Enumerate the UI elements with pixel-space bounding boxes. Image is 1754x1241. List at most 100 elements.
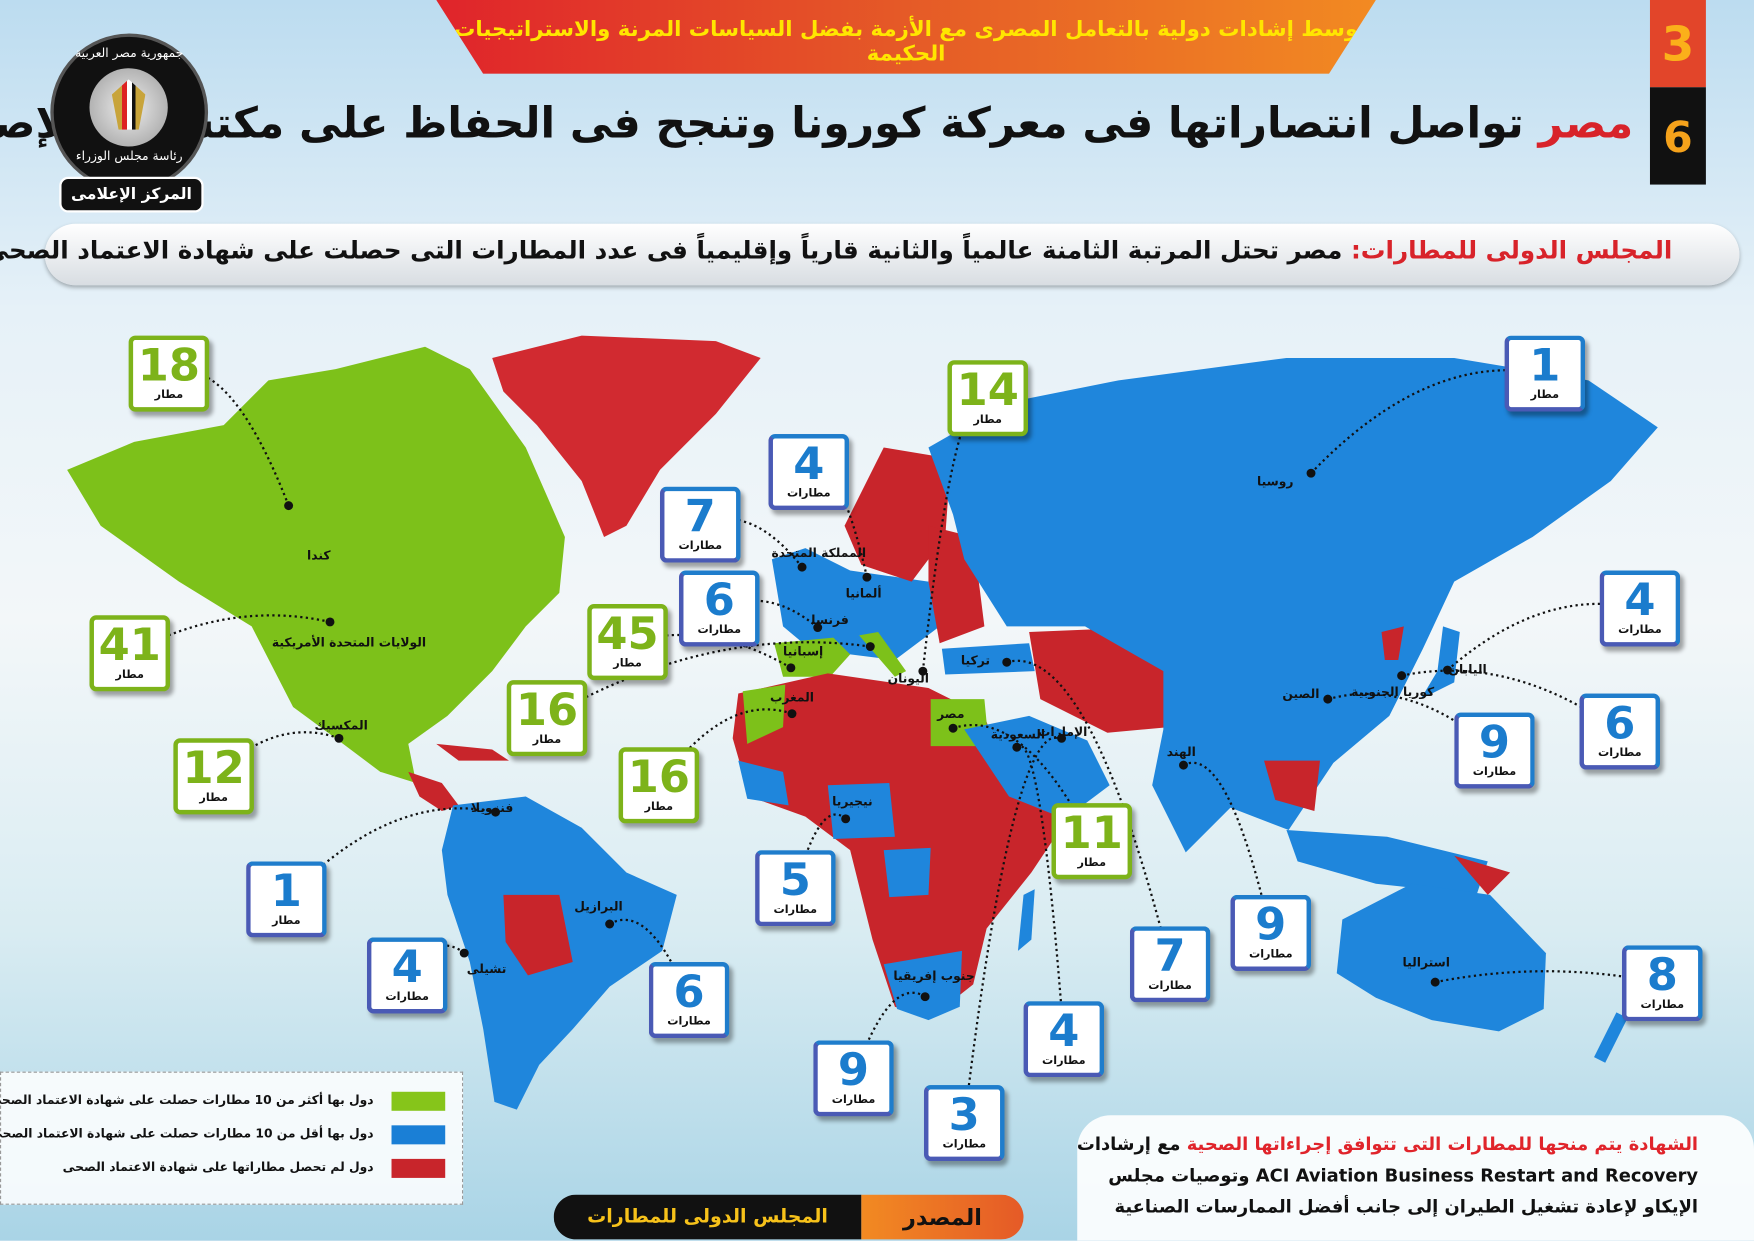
airport-count-callout: 4 مطارات	[768, 434, 850, 511]
legend-label: دول بها أكثر من 10 مطارات حصلت على شهادة…	[0, 1092, 374, 1108]
airport-count: 6	[1604, 698, 1636, 750]
airport-unit: مطارات	[942, 1138, 987, 1152]
airport-count-callout: 4 مطارات	[1599, 570, 1681, 647]
country-dot	[918, 666, 928, 676]
country-dot	[786, 663, 796, 673]
note-line1: مع إرشادات	[1076, 1133, 1181, 1155]
airport-unit: مطار	[115, 668, 144, 682]
indonesia	[1286, 830, 1488, 895]
legend-label: دول لم تحصل مطاراتها على شهادة الاعتماد …	[62, 1160, 374, 1175]
leader-line	[1006, 659, 1172, 965]
country-label: الولايات المتحدة الأمريكية	[271, 635, 427, 650]
airport-count-callout: 6 مطارات	[1579, 693, 1661, 770]
country-dot	[605, 919, 615, 929]
airport-unit: مطارات	[786, 487, 831, 501]
country-dot	[797, 562, 807, 572]
legend-item: دول بها أكثر من 10 مطارات حصلت على شهادة…	[0, 1090, 454, 1115]
turkey	[941, 643, 1035, 675]
country-dot	[865, 642, 875, 652]
new-zealand	[1594, 1012, 1628, 1063]
country-label: استراليا	[1402, 955, 1450, 970]
country-dot	[920, 992, 930, 1002]
airport-unit: مطارات	[1148, 979, 1192, 993]
country-dot	[284, 501, 294, 511]
legend-label: دول بها أقل من 10 مطارات حصلت على شهادة …	[0, 1126, 374, 1141]
airport-count: 8	[1646, 949, 1678, 1002]
airport-count: 7	[684, 491, 716, 543]
australia	[1336, 883, 1546, 1032]
airport-count: 4	[391, 941, 423, 994]
airport-count: 41	[98, 619, 161, 672]
country-dot	[813, 623, 823, 633]
logo-ribbon: المركز الإعلامى	[59, 176, 204, 213]
airport-count: 7	[1154, 930, 1186, 983]
leader-line	[285, 807, 496, 901]
country-label: البرازيل	[574, 899, 623, 914]
morocco	[742, 684, 786, 744]
west-africa	[738, 760, 789, 806]
airport-count-callout: 6 مطارات	[679, 570, 760, 647]
airport-unit: مطارات	[1472, 766, 1517, 779]
country-dot	[1397, 671, 1407, 681]
airport-count-callout: 16 مطار	[618, 747, 700, 824]
airport-count-callout: 4 مطارات	[366, 937, 448, 1014]
scandinavia	[844, 447, 951, 582]
png	[1454, 855, 1511, 895]
airport-count: 14	[956, 364, 1019, 417]
country-label: المملكة المتحدة	[771, 545, 867, 561]
airport-count-callout: 1 مطار	[1504, 335, 1586, 412]
country-label: الإمارات	[1038, 724, 1088, 740]
airport-count-callout: 9 مطارات	[1454, 712, 1535, 789]
nigeria	[827, 783, 895, 839]
airport-count-callout: 41 مطار	[89, 615, 171, 692]
title-highlight: مصر	[1538, 98, 1634, 148]
airport-unit: مطار	[973, 413, 1002, 427]
source-bar: المجلس الدولى للمطارات المصدر	[553, 1194, 1024, 1240]
country-label: نيجيريا	[832, 794, 873, 809]
country-dot	[491, 807, 501, 817]
airport-count: 1	[270, 865, 302, 918]
country-label: اليونان	[887, 671, 929, 686]
country-label: الصين	[1282, 686, 1320, 702]
airport-count: 6	[703, 574, 735, 627]
logo-middle-text: رئاسة مجلس الوزراء	[75, 148, 183, 164]
south-america-red	[503, 894, 573, 976]
airport-count-callout: 4 مطارات	[1023, 1001, 1105, 1078]
airport-unit: مطارات	[1618, 624, 1662, 637]
legend-item: دول بها أقل من 10 مطارات حصلت على شهادة …	[0, 1123, 454, 1148]
airport-count: 9	[837, 1044, 870, 1097]
country-label: ألمانيا	[845, 586, 882, 601]
country-dot	[1002, 657, 1012, 667]
airport-count-callout: 8 مطارات	[1621, 945, 1703, 1022]
country-label: تركيا	[960, 653, 990, 668]
airport-count-callout: 45 مطار	[587, 604, 668, 681]
country-dot	[948, 723, 958, 733]
country-dot	[459, 948, 469, 958]
country-label: الهند	[1166, 745, 1196, 760]
note-line3: الإيكاو لإعادة تشغيل الطيران إلى جانب أف…	[1114, 1195, 1699, 1218]
top-banner: وسط إشادات دولية بالتعامل المصرى مع الأز…	[436, 0, 1376, 74]
airport-unit: مطارات	[831, 1094, 876, 1107]
continents	[67, 335, 1658, 1110]
airport-count-callout: 18 مطار	[128, 335, 210, 412]
airport-count: 3	[948, 1089, 980, 1141]
page-title: مصر تواصل انتصاراتها فى معركة كورونا وتن…	[0, 98, 1634, 148]
country-dot	[1430, 977, 1440, 987]
airport-unit: مطار	[272, 915, 301, 928]
airport-unit: مطار	[154, 389, 184, 402]
subtitle-text: مصر تحتل المرتبة الثامنة عالمياً والثاني…	[0, 237, 1343, 266]
legend-swatch-blue	[391, 1125, 446, 1145]
north-america	[67, 346, 565, 784]
madagascar	[1017, 889, 1035, 951]
airport-unit: مطار	[613, 657, 642, 671]
airport-count: 45	[596, 608, 659, 660]
airport-count: 12	[182, 742, 245, 795]
southern-africa	[883, 950, 963, 1021]
leader-line	[1182, 761, 1272, 934]
airport-count: 4	[1048, 1005, 1080, 1058]
country-dot	[1306, 468, 1316, 478]
airport-count: 1	[1529, 340, 1561, 392]
airport-unit: مطار	[644, 800, 674, 814]
